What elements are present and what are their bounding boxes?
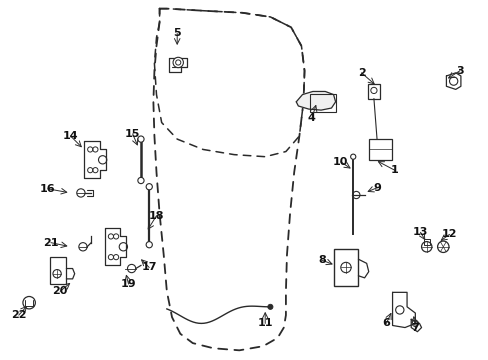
Text: 19: 19 — [121, 279, 136, 289]
Text: 3: 3 — [455, 66, 463, 76]
Text: 2: 2 — [357, 68, 365, 78]
Text: 18: 18 — [148, 211, 164, 221]
Text: 5: 5 — [173, 28, 181, 39]
Text: 14: 14 — [62, 131, 78, 141]
Bar — [368, 139, 391, 160]
Text: 21: 21 — [43, 238, 59, 248]
Text: 20: 20 — [52, 286, 68, 296]
Bar — [333, 249, 358, 286]
Text: 12: 12 — [441, 229, 456, 239]
Text: 10: 10 — [332, 157, 348, 167]
Bar — [367, 84, 379, 99]
Text: 1: 1 — [390, 165, 398, 175]
Circle shape — [146, 184, 152, 190]
Text: 6: 6 — [382, 318, 389, 328]
Text: 8: 8 — [318, 255, 325, 265]
Circle shape — [350, 154, 355, 159]
Circle shape — [173, 57, 183, 68]
Bar — [50, 257, 66, 284]
Circle shape — [146, 242, 152, 248]
Text: 11: 11 — [257, 318, 272, 328]
Text: 17: 17 — [141, 262, 157, 273]
Circle shape — [138, 177, 144, 184]
Text: 15: 15 — [125, 129, 140, 139]
Text: 22: 22 — [11, 310, 26, 320]
Bar — [423, 239, 429, 245]
Bar — [309, 94, 335, 112]
Text: 13: 13 — [412, 227, 427, 237]
Polygon shape — [296, 91, 335, 110]
Text: 9: 9 — [372, 183, 380, 193]
Text: 7: 7 — [410, 323, 418, 333]
Circle shape — [138, 136, 144, 142]
Text: 4: 4 — [307, 113, 315, 123]
Circle shape — [267, 304, 272, 310]
Text: 16: 16 — [40, 184, 56, 194]
